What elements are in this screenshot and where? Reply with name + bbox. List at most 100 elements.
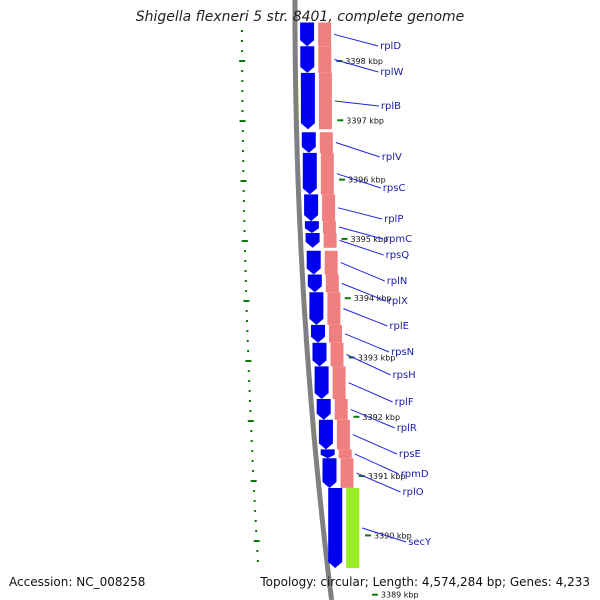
gene-track <box>318 22 360 569</box>
gc-dot <box>242 190 245 192</box>
kbp-tick-label: 3389 kbp <box>381 591 419 600</box>
gc-dot <box>256 560 259 562</box>
gene-label-rplB: rplB <box>381 101 401 112</box>
gc-dot <box>251 460 254 462</box>
cds-arrow-rplB <box>300 72 315 130</box>
kbp-tick-label: 3396 kbp <box>348 176 386 185</box>
gene-label-rpsN: rpsN <box>391 347 414 358</box>
gene-label-rpsC: rpsC <box>383 183 406 194</box>
gc-dot <box>247 370 250 372</box>
gene-label-rpsQ: rpsQ <box>386 250 410 261</box>
cds-arrow-rpmD <box>320 449 335 459</box>
gc-dot <box>241 30 243 32</box>
gene-label-rplW: rplW <box>380 67 403 78</box>
gc-dot <box>245 360 252 362</box>
kbp-tick <box>341 237 348 240</box>
gc-dot <box>247 420 254 422</box>
gc-dot <box>243 220 246 222</box>
cds-arrow-rplD <box>300 22 315 47</box>
gene-bar-rpsE <box>336 419 350 450</box>
kbp-tick-track: 3398 kbp 3397 kbp 3396 kbp 3395 kbp 3394 kbp… <box>336 57 419 600</box>
cds-arrow-rplO <box>322 458 337 488</box>
cds-arrow-rplP <box>304 194 319 222</box>
genome-backbone <box>292 0 335 600</box>
gene-label-rpsH: rpsH <box>393 370 416 381</box>
gene-label-rplR: rplR <box>397 423 417 434</box>
genome-summary-text: Topology: circular; Length: 4,574,284 bp… <box>260 575 590 589</box>
cds-arrow-rplV <box>301 132 316 153</box>
gene-label-rplD: rplD <box>380 41 401 52</box>
gc-dot <box>242 150 244 152</box>
gc-dot <box>242 170 245 172</box>
cds-arrow-rpmC <box>304 221 319 233</box>
gene-bar-rplF <box>332 366 346 399</box>
gc-dot <box>239 60 246 62</box>
gene-leader-line <box>356 472 401 493</box>
gc-dot <box>241 90 244 92</box>
gc-dot <box>245 290 248 292</box>
kbp-tick-label: 3393 kbp <box>358 354 396 363</box>
gene-bar-rplO <box>340 458 354 488</box>
cds-arrow-rplN <box>306 250 321 275</box>
gene-leader-line <box>348 382 393 403</box>
gc-dot <box>249 400 251 402</box>
gc-dot <box>242 200 245 202</box>
gene-bar-rplP <box>322 194 336 222</box>
gene-bar-rpmD <box>338 449 352 459</box>
gc-dot <box>246 340 249 342</box>
gene-leader-line <box>352 434 398 455</box>
cds-arrow-rplF <box>314 366 329 399</box>
gc-dot <box>248 380 251 382</box>
gc-dot <box>254 520 257 522</box>
gc-dot <box>244 270 247 272</box>
cds-arrow-rpsE <box>318 419 333 450</box>
gc-dot <box>243 230 246 232</box>
gc-dot <box>251 450 254 452</box>
gene-leader-line <box>343 308 388 327</box>
kbp-tick <box>344 297 351 300</box>
gene-bar-rplN <box>324 250 338 275</box>
gc-dot <box>239 120 246 122</box>
gc-dot <box>242 160 245 162</box>
cds-arrow-rplX <box>307 274 322 293</box>
gc-dot <box>253 490 256 492</box>
gene-leader-line <box>337 207 383 220</box>
kbp-tick <box>371 593 378 596</box>
gene-leader-line <box>338 226 384 240</box>
gc-dot <box>241 100 244 102</box>
gene-label-rpmC: rpmC <box>385 234 412 245</box>
cds-track <box>300 22 343 568</box>
cds-arrow-rpsC <box>302 152 317 195</box>
gc-dot <box>241 50 244 52</box>
gene-bar-rplE <box>327 292 341 325</box>
gc-dot <box>246 320 248 322</box>
gc-dot <box>247 350 250 352</box>
gene-label-track: rplD rplW rplB rplV rpsC rplP rpmC rpsQ rplN rplX… <box>333 33 432 548</box>
gc-dot <box>241 80 244 82</box>
gc-dot <box>253 500 256 502</box>
gc-dot <box>244 280 247 282</box>
kbp-tick-label: 3398 kbp <box>345 57 383 66</box>
gene-label-rplN: rplN <box>387 276 408 287</box>
gene-leader-line <box>334 100 379 107</box>
gc-dot <box>250 430 253 432</box>
gc-dot <box>246 330 249 332</box>
gene-bar-rpsN <box>329 324 342 343</box>
gene-label-rplV: rplV <box>382 152 402 163</box>
gene-label-rplX: rplX <box>388 296 408 307</box>
gc-dot <box>243 210 246 212</box>
gene-leader-line <box>336 173 381 189</box>
gene-bar-rplR <box>334 399 348 420</box>
gc-dot <box>250 480 257 482</box>
gc-dot <box>241 140 244 142</box>
gene-leader-line <box>362 527 407 543</box>
gc-dot-track <box>239 30 260 562</box>
gene-leader-line <box>354 453 399 475</box>
cds-arrow-secY <box>328 488 343 568</box>
gene-label-rpmD: rpmD <box>401 469 429 480</box>
gene-bar-rplW <box>318 46 332 73</box>
gc-dot <box>241 130 244 132</box>
gc-dot <box>240 180 247 182</box>
gc-dot <box>243 300 250 302</box>
gene-label-rplE: rplE <box>389 321 409 332</box>
